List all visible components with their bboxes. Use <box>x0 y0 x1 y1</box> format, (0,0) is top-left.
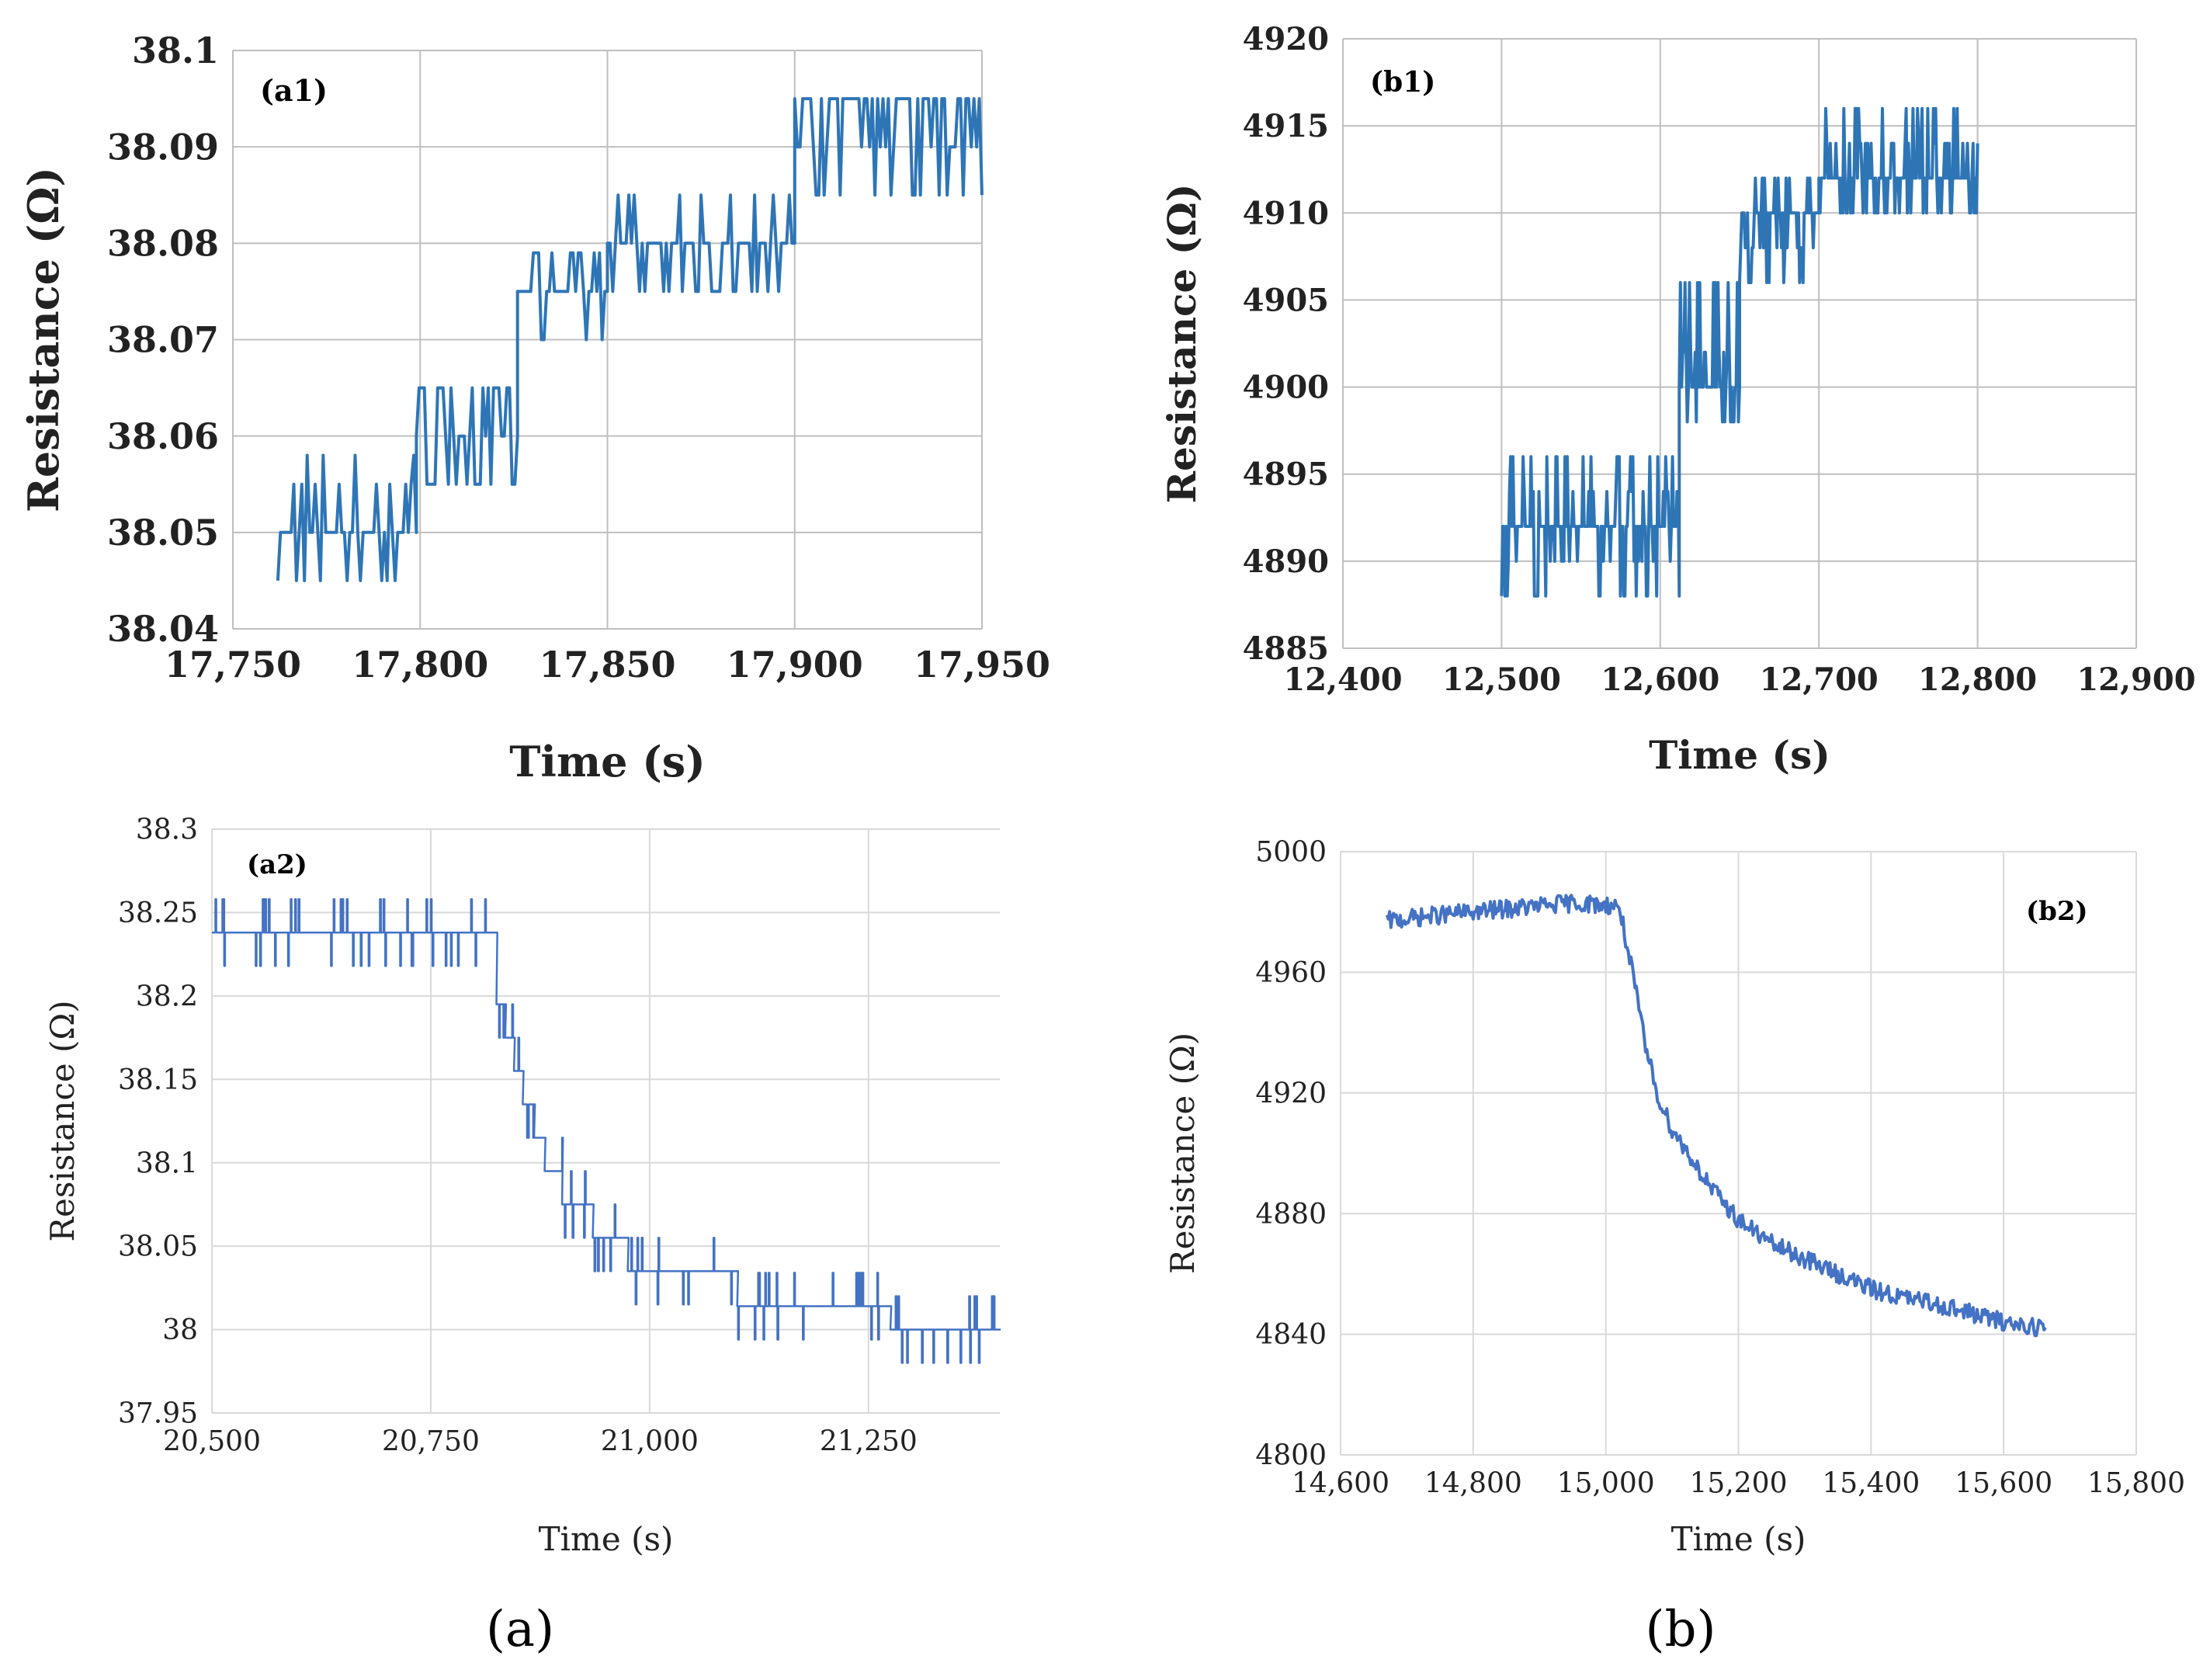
b2-ytick-label: 4880 <box>1255 1199 1327 1230</box>
b2-xtick-label: 15,000 <box>1557 1468 1655 1500</box>
b2-ytick-label: 5000 <box>1255 837 1327 869</box>
b1-xtick-label: 12,500 <box>1442 661 1561 698</box>
a2-panel-label: (a2) <box>247 849 307 880</box>
a2-ytick-label: 38.15 <box>118 1064 198 1096</box>
a2-xtick-label: 20,500 <box>163 1426 261 1458</box>
a1-xtick-label: 17,750 <box>165 644 301 686</box>
b1-ytick-label: 4905 <box>1243 282 1329 318</box>
b1-xtick-label: 12,400 <box>1283 661 1402 698</box>
b2-xtick-label: 15,400 <box>1822 1468 1920 1500</box>
b2-ytick-label: 4840 <box>1255 1319 1327 1351</box>
a2-ytick-label: 38.1 <box>136 1147 198 1179</box>
b2-ytick-label: 4800 <box>1255 1440 1327 1472</box>
a1-xtick-label: 17,850 <box>539 644 675 686</box>
b1-ytick-label: 4895 <box>1243 456 1329 493</box>
a1-ytick-label: 38.1 <box>132 30 219 71</box>
a2-ytick-label: 38.05 <box>118 1231 198 1263</box>
a1-xaxis-title: Time (s) <box>509 737 706 786</box>
b2-series-line <box>1385 894 2047 1338</box>
a2-xaxis-title: Time (s) <box>539 1520 674 1558</box>
a1-ytick-label: 38.04 <box>107 608 219 650</box>
a1-ytick-label: 38.07 <box>107 319 219 361</box>
b1-xtick-label: 12,700 <box>1760 661 1879 698</box>
a1-ytick-label: 38.09 <box>107 126 219 168</box>
a2-yaxis-title: Resistance (Ω) <box>43 1000 82 1241</box>
a1-ytick-label: 38.08 <box>107 222 219 264</box>
a1-ytick-label: 38.06 <box>107 415 219 457</box>
a2-ytick-label: 38.3 <box>136 814 198 846</box>
caption-a: (a) <box>486 1601 554 1658</box>
b2-xtick-label: 15,800 <box>2087 1468 2185 1500</box>
b1-series-line <box>1500 106 1979 598</box>
a1-yaxis-title: Resistance (Ω) <box>19 167 68 512</box>
b1-ytick-label: 4920 <box>1243 21 1329 57</box>
a2-ytick-label: 38.25 <box>118 897 198 929</box>
b2-yaxis-title: Resistance (Ω) <box>1164 1033 1202 1274</box>
b1-xtick-label: 12,900 <box>2076 661 2195 698</box>
b2-xtick-label: 15,200 <box>1690 1468 1788 1500</box>
caption-b: (b) <box>1646 1601 1716 1658</box>
a2-xtick-label: 21,000 <box>601 1426 699 1458</box>
b2-xtick-label: 15,600 <box>1955 1468 2052 1500</box>
b2-xtick-label: 14,800 <box>1424 1468 1522 1500</box>
a1-xtick-label: 17,950 <box>914 644 1050 686</box>
a2-ytick-label: 38 <box>162 1314 198 1346</box>
a2-ytick-label: 37.95 <box>118 1398 198 1430</box>
a2-xtick-label: 20,750 <box>382 1426 480 1458</box>
b2-xtick-label: 14,600 <box>1292 1468 1389 1500</box>
b1-ytick-label: 4900 <box>1243 370 1329 406</box>
b2-xaxis-title: Time (s) <box>1671 1520 1806 1558</box>
b1-xaxis-title: Time (s) <box>1649 732 1830 778</box>
b1-yaxis-title: Resistance (Ω) <box>1159 184 1205 504</box>
a1-series-line <box>276 97 984 582</box>
b2-panel-label: (b2) <box>2026 896 2088 927</box>
a1-ytick-label: 38.05 <box>107 512 219 554</box>
b2-ytick-label: 4960 <box>1255 957 1327 989</box>
b1-ytick-label: 4885 <box>1243 630 1329 667</box>
a2-xtick-label: 21,250 <box>820 1426 918 1458</box>
a1-xtick-label: 17,800 <box>352 644 488 686</box>
b2-ytick-label: 4920 <box>1255 1078 1327 1109</box>
a2-series-line <box>211 897 1001 1364</box>
b1-ytick-label: 4910 <box>1243 195 1329 231</box>
b1-xtick-label: 12,800 <box>1918 661 2037 698</box>
b1-xtick-label: 12,600 <box>1601 661 1719 698</box>
b1-ytick-label: 4890 <box>1243 543 1329 580</box>
b1-panel-label: (b1) <box>1370 66 1435 99</box>
b1-ytick-label: 4915 <box>1243 108 1329 144</box>
a1-xtick-label: 17,900 <box>727 644 863 686</box>
a1-panel-label: (a1) <box>260 73 328 108</box>
a2-ytick-label: 38.2 <box>136 981 198 1012</box>
